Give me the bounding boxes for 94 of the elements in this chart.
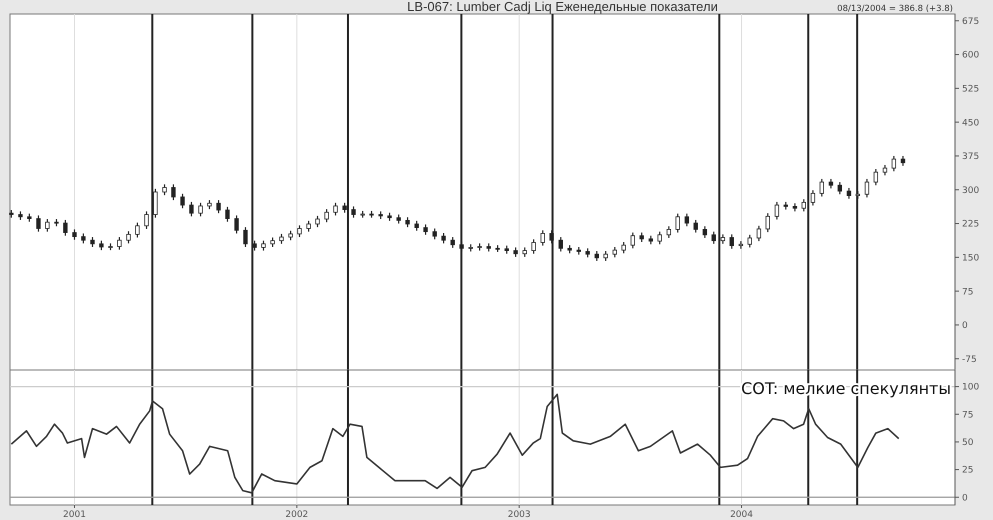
candlestick — [99, 240, 104, 251]
candlestick — [234, 214, 239, 234]
candlestick — [712, 231, 716, 244]
y-tick-label: 450 — [962, 118, 980, 128]
candlestick — [180, 193, 185, 209]
candlestick — [81, 232, 86, 244]
y-tick-label: 0 — [962, 321, 968, 332]
candlestick — [198, 202, 203, 217]
y-tick-label: 25 — [962, 466, 974, 476]
y-tick-label: 375 — [962, 152, 980, 162]
candlestick — [171, 184, 176, 201]
candlestick — [585, 248, 590, 258]
candlestick — [630, 232, 636, 249]
candlestick — [621, 241, 626, 254]
candlestick — [243, 226, 248, 248]
candlestick — [666, 226, 672, 239]
candlestick — [279, 233, 284, 244]
candlestick — [820, 178, 824, 198]
candlestick — [684, 213, 690, 227]
candlestick — [396, 214, 401, 224]
y-tick-label: 150 — [962, 253, 980, 264]
candlestick — [117, 236, 122, 250]
y-tick-label: 300 — [962, 186, 980, 196]
y-tick-label: 0 — [962, 493, 968, 504]
candlestick — [531, 238, 536, 254]
candlestick — [45, 218, 50, 232]
candlestick — [288, 230, 293, 241]
text: COT: мелкие спекулянты — [741, 379, 951, 398]
candlestick — [297, 224, 302, 238]
candlestick — [144, 210, 149, 230]
candlestick — [306, 220, 311, 232]
x-tick-label: 2004 — [730, 510, 754, 520]
y-tick-label: -75 — [962, 354, 977, 365]
candlestick — [414, 220, 419, 232]
candlestick — [315, 215, 320, 228]
candlestick — [324, 208, 329, 223]
candlestick — [63, 219, 68, 236]
x-tick-label: 2003 — [508, 510, 531, 520]
candlestick — [594, 250, 599, 262]
candlestick — [694, 219, 698, 234]
candlestick — [774, 201, 780, 220]
candlestick — [216, 200, 221, 214]
y-tick-label: 600 — [962, 50, 980, 61]
y-tick-label: 225 — [962, 220, 980, 230]
candlestick — [225, 206, 230, 222]
candlestick — [658, 231, 662, 245]
candlestick — [640, 232, 644, 243]
candlestick — [864, 178, 870, 198]
candlestick — [766, 212, 770, 233]
candlestick — [333, 202, 338, 216]
y-tick-label: 75 — [962, 410, 974, 420]
candlestick — [270, 236, 275, 248]
candlestick — [162, 184, 167, 196]
candlestick — [135, 222, 140, 238]
candlestick — [846, 187, 852, 200]
candlestick — [432, 228, 437, 240]
candlestick — [676, 213, 680, 234]
candlestick — [261, 240, 266, 252]
candlestick — [756, 225, 762, 242]
candlestick — [603, 250, 608, 262]
candlestick — [522, 246, 527, 258]
y-tick-label: 75 — [962, 287, 974, 298]
candlestick — [612, 246, 617, 258]
candlestick — [702, 226, 708, 239]
candlestick — [892, 155, 896, 172]
candlestick — [900, 155, 906, 166]
candlestick — [828, 178, 834, 189]
candlestick — [882, 164, 888, 176]
candlestick — [540, 230, 545, 246]
x-tick-label: 2001 — [63, 510, 86, 520]
y-tick-label: 675 — [962, 16, 980, 27]
candlestick — [838, 181, 842, 195]
candlestick — [748, 234, 752, 248]
candlestick — [558, 236, 563, 252]
y-tick-label: 525 — [962, 84, 980, 95]
chart-title: LB-067: Lumber Cadj Liq Еженедельные показатели — [407, 0, 718, 14]
y-tick-label: 50 — [962, 438, 974, 448]
candlestick — [513, 246, 518, 258]
candlestick — [189, 201, 194, 217]
x-tick-label: 2002 — [285, 510, 308, 520]
y-tick-label: 100 — [962, 382, 980, 393]
candlestick — [423, 224, 428, 236]
candlestick — [450, 236, 455, 248]
candlestick — [405, 216, 410, 228]
annotation: 08/13/2004 = 386.8 (+3.8) — [837, 4, 953, 14]
candlestick — [730, 234, 734, 250]
candlestick — [567, 244, 572, 254]
candlestick — [441, 232, 446, 244]
candlestick — [874, 168, 878, 186]
candlestick — [207, 200, 212, 210]
candlestick — [126, 230, 131, 244]
candlestick — [72, 228, 77, 240]
candlestick — [351, 206, 356, 218]
candlestick — [36, 214, 41, 232]
